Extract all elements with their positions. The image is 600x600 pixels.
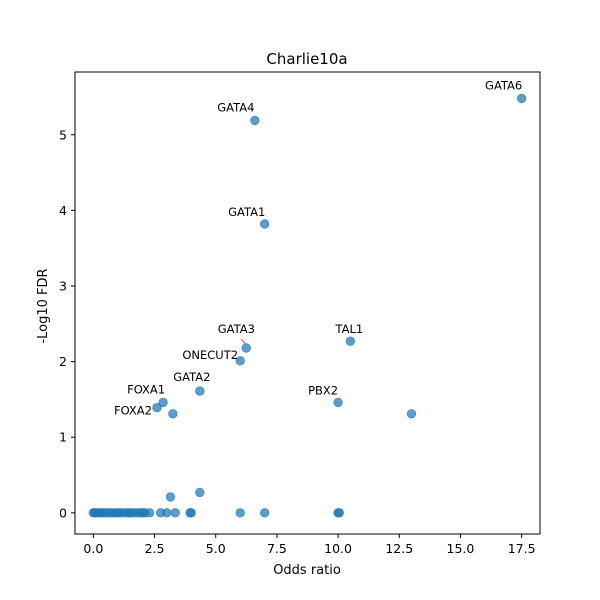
- data-label: FOXA1: [127, 382, 165, 396]
- plot-frame: [74, 71, 541, 535]
- data-point: [250, 115, 260, 126]
- data-point: [334, 508, 345, 518]
- y-axis: 0 1 2 3 4 5: [59, 127, 75, 520]
- data-point: [259, 508, 270, 518]
- data-label: GATA1: [228, 205, 265, 219]
- data-point: [516, 93, 527, 104]
- data-point: [162, 508, 172, 518]
- y-tick-label: 2: [59, 354, 67, 369]
- data-label: GATA2: [173, 370, 210, 384]
- data-point: [158, 397, 168, 408]
- data-label: TAL1: [334, 322, 363, 336]
- y-tick-label: 0: [59, 505, 67, 520]
- x-tick-label: 15.0: [447, 541, 475, 556]
- x-tick-label: 2.5: [145, 541, 165, 556]
- data-point: [345, 336, 356, 346]
- x-tick-label: 12.5: [385, 541, 413, 556]
- data-point: [195, 487, 205, 498]
- y-tick-label: 4: [59, 203, 67, 218]
- data-point: [241, 343, 252, 353]
- data-label: ONECUT2: [182, 348, 238, 362]
- data-label: GATA3: [218, 322, 255, 336]
- x-tick-label: 10.0: [324, 541, 352, 556]
- data-point: [168, 409, 178, 419]
- y-axis-label: -Log10 FDR: [36, 268, 51, 343]
- data-label: GATA6: [485, 78, 522, 92]
- y-tick-label: 3: [59, 278, 67, 293]
- data-label: GATA4: [217, 100, 254, 114]
- x-tick-label: 17.5: [508, 541, 536, 556]
- chart-title: Charlie10a: [266, 50, 347, 68]
- data-point: [144, 508, 155, 518]
- x-tick-label: 5.0: [206, 541, 226, 556]
- data-point: [165, 492, 176, 502]
- x-tick-label: 7.5: [267, 541, 287, 556]
- data-point: [259, 219, 270, 229]
- x-axis-label: Odds ratio: [273, 563, 341, 578]
- data-point: [152, 403, 162, 413]
- x-axis: 0.0 2.5 5.0 7.5 10.0 12.5 15.0 17.5: [83, 534, 536, 556]
- data-point: [235, 356, 245, 366]
- data-label: PBX2: [308, 383, 338, 397]
- data-point: [195, 386, 205, 396]
- data-label: FOXA2: [114, 404, 152, 418]
- data-point: [406, 409, 417, 419]
- plot-area: GATA6 GATA4 GATA1 TAL1 GATA3 ONECUT2 GATA2 FOXA…: [88, 78, 527, 518]
- data-point: [170, 508, 181, 518]
- x-tick-label: 0.0: [83, 541, 103, 556]
- data-point: [235, 508, 245, 518]
- data-point: [333, 397, 343, 408]
- label-connector: [241, 338, 246, 345]
- y-tick-label: 1: [59, 430, 67, 445]
- y-tick-label: 5: [59, 127, 67, 142]
- data-point: [186, 508, 196, 518]
